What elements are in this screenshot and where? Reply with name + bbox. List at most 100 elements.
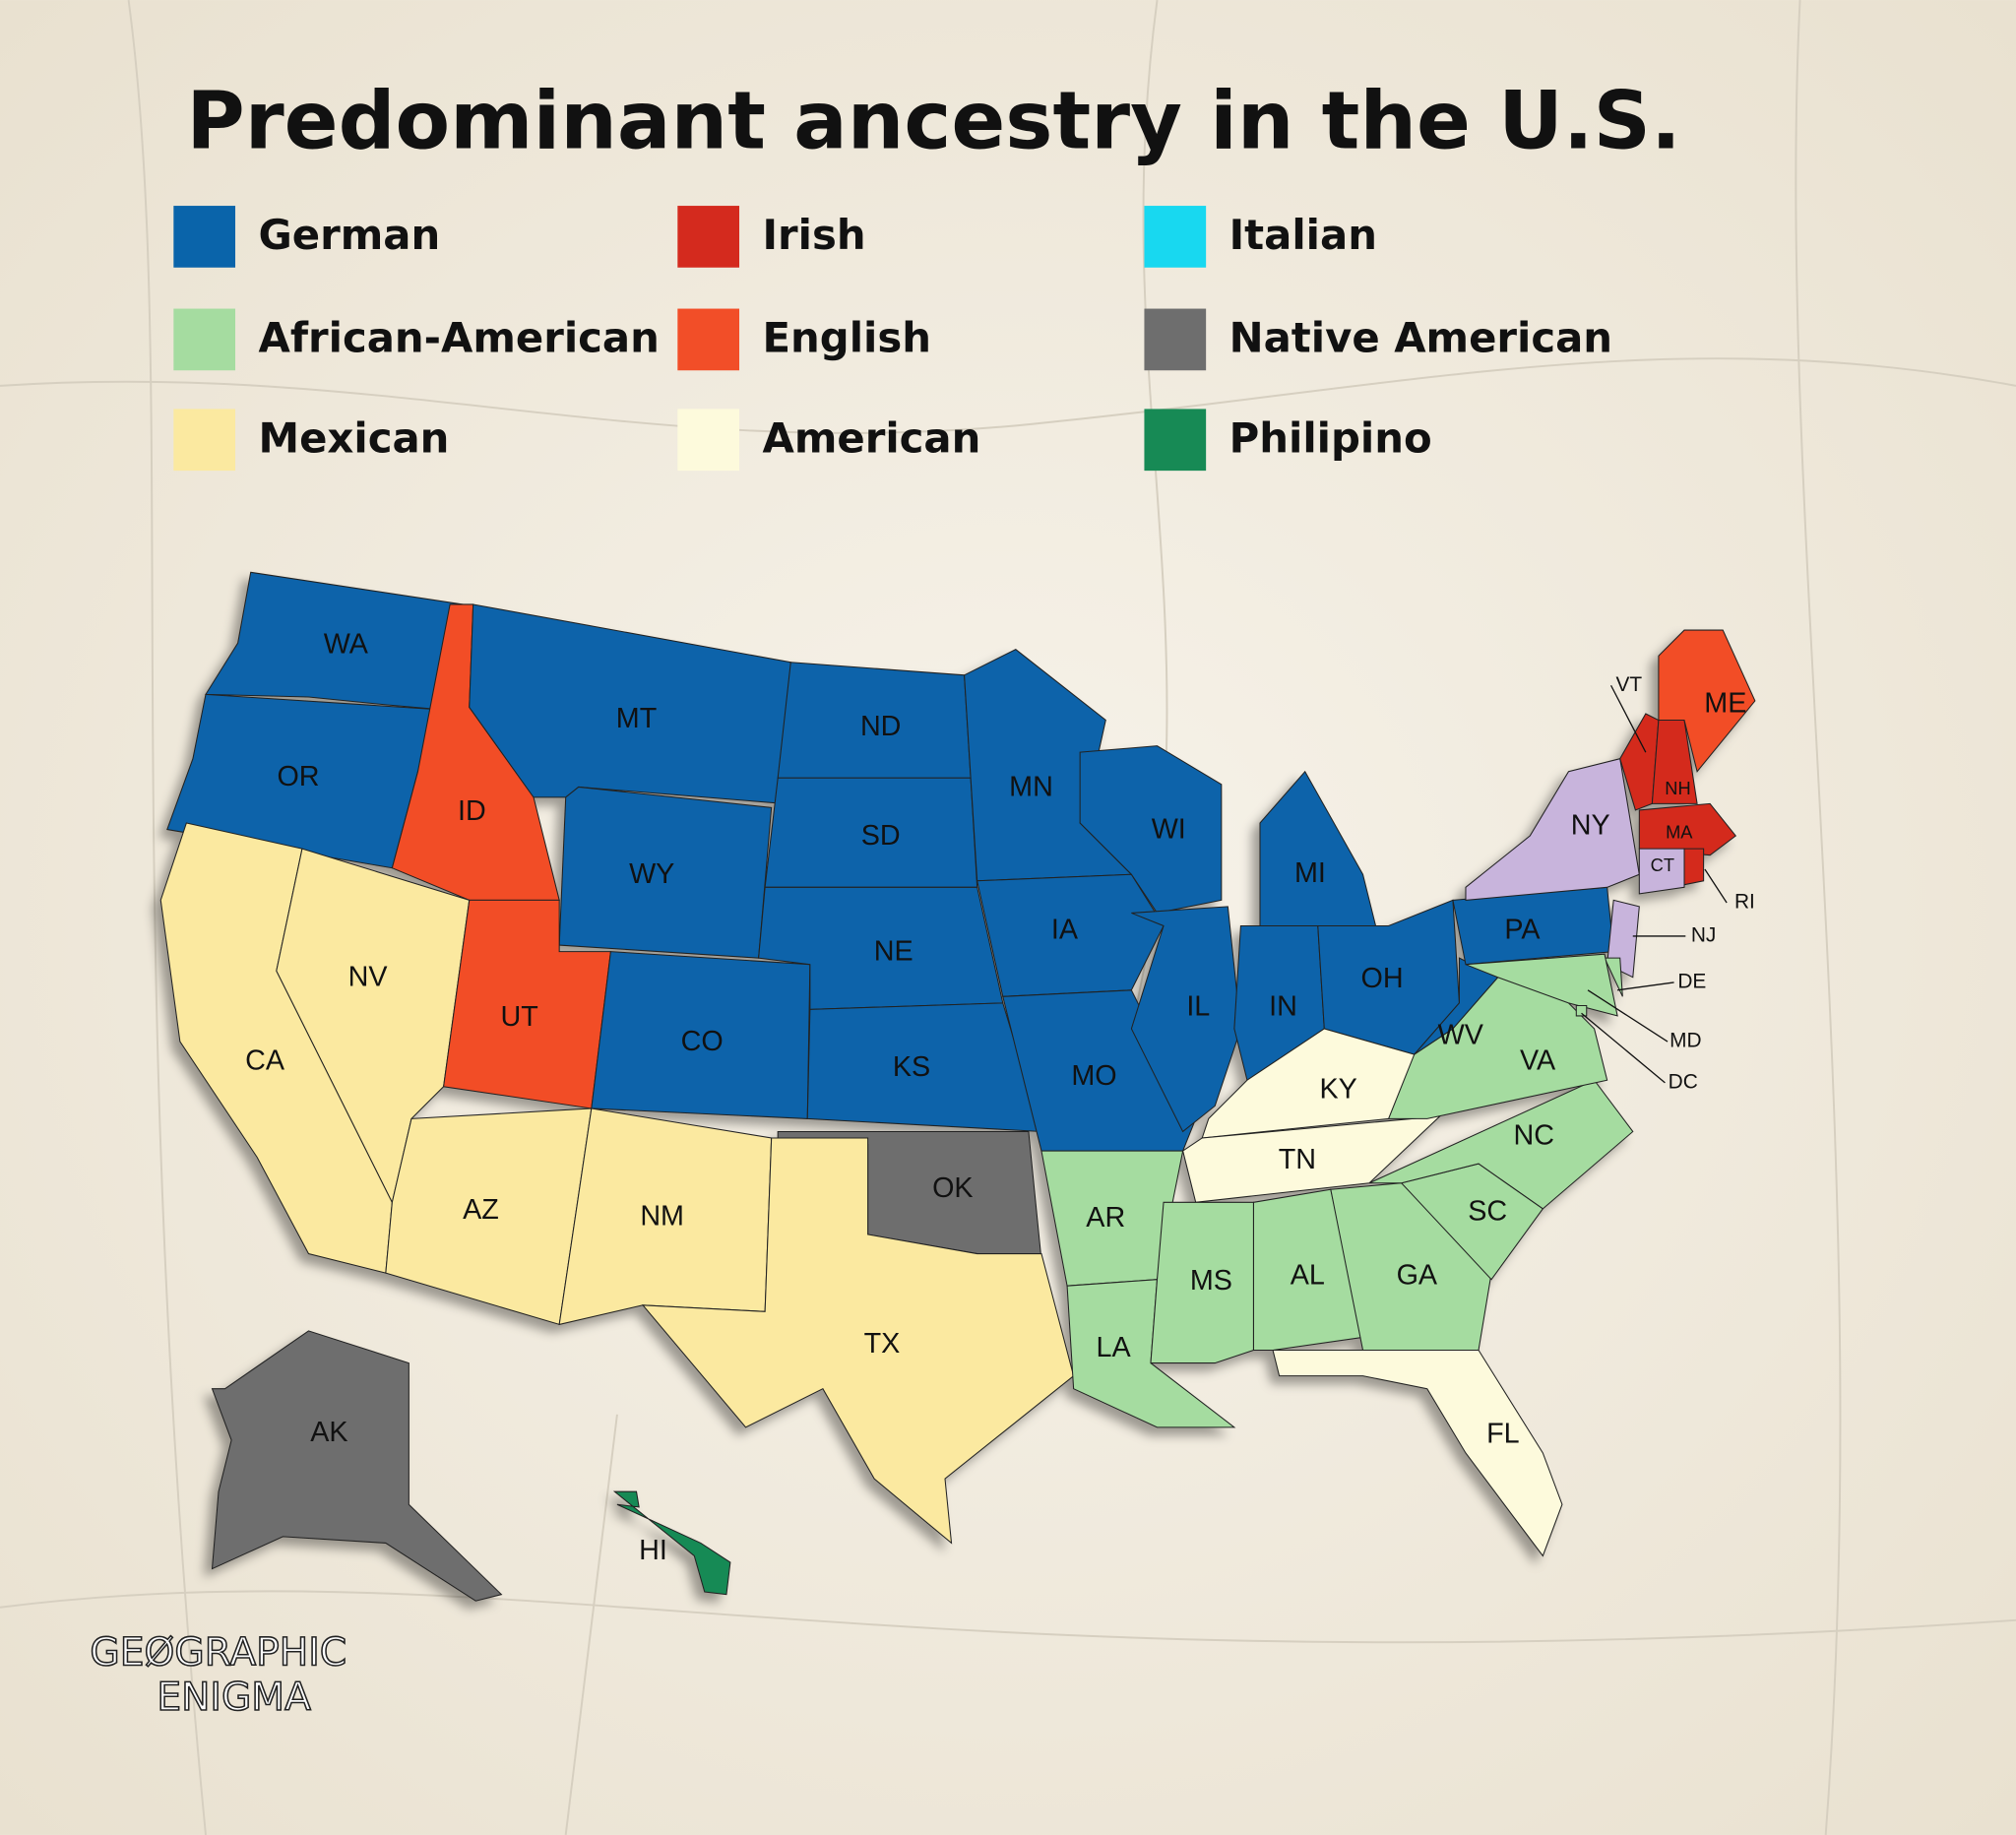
leader-line bbox=[1617, 981, 1674, 991]
legend-swatch bbox=[677, 308, 740, 371]
state-label: IN bbox=[1269, 991, 1297, 1023]
state-label: IA bbox=[1051, 914, 1079, 945]
state-label: NV bbox=[348, 962, 389, 993]
legend-label: Italian bbox=[1229, 211, 1377, 259]
state-label: MD bbox=[1670, 1030, 1701, 1052]
state-label: HI bbox=[639, 1535, 667, 1566]
state bbox=[211, 1330, 503, 1602]
state-label: WY bbox=[629, 858, 674, 890]
state bbox=[976, 873, 1165, 997]
state-label: VA bbox=[1520, 1045, 1556, 1077]
state-label: SD bbox=[861, 820, 901, 852]
state-label: CA bbox=[245, 1045, 285, 1077]
state-label: RI bbox=[1734, 890, 1755, 913]
state bbox=[1638, 802, 1737, 856]
leader-line bbox=[1609, 684, 1647, 753]
state-label: TN bbox=[1279, 1144, 1316, 1175]
state bbox=[1638, 848, 1685, 895]
state-label: MS bbox=[1190, 1265, 1232, 1297]
legend-swatch bbox=[173, 206, 236, 268]
state bbox=[1182, 1115, 1442, 1203]
leader-line bbox=[1587, 989, 1669, 1043]
state bbox=[1252, 1188, 1364, 1352]
legend-label: Philipino bbox=[1229, 414, 1432, 463]
brand-line1: GEØGRAPHIC bbox=[90, 1631, 346, 1676]
state-label: GA bbox=[1397, 1260, 1438, 1292]
state-label: OH bbox=[1361, 963, 1404, 994]
legend-swatch bbox=[173, 308, 236, 371]
state-label: MA bbox=[1666, 821, 1693, 842]
state-label: IL bbox=[1186, 991, 1210, 1023]
legend-label: Irish bbox=[763, 211, 866, 259]
state-label: AK bbox=[310, 1417, 347, 1448]
leader-line bbox=[1704, 868, 1728, 904]
state-label: AZ bbox=[463, 1194, 499, 1226]
states bbox=[159, 571, 1756, 1602]
state-label: CT bbox=[1651, 854, 1674, 875]
legend-swatch bbox=[1144, 409, 1207, 472]
state-label: PA bbox=[1504, 914, 1541, 945]
state-label: MO bbox=[1071, 1060, 1116, 1092]
state-label: NE bbox=[874, 936, 914, 968]
state-label: VT bbox=[1616, 673, 1643, 696]
state-label: ME bbox=[1704, 687, 1746, 719]
state-label: KS bbox=[893, 1051, 930, 1083]
state bbox=[1658, 629, 1756, 773]
legend-label: American bbox=[763, 414, 981, 463]
state-label: AL bbox=[1291, 1260, 1325, 1292]
state-label: WA bbox=[324, 628, 369, 660]
state-label: WI bbox=[1152, 813, 1186, 845]
state-label: NY bbox=[1571, 810, 1610, 842]
state-label: ID bbox=[458, 795, 486, 827]
state bbox=[1272, 1349, 1563, 1557]
state-label: OK bbox=[932, 1172, 974, 1204]
brand-line2: ENIGMA bbox=[157, 1676, 311, 1720]
legend-label: Mexican bbox=[259, 414, 450, 463]
legend-label: African-American bbox=[259, 314, 660, 362]
state bbox=[1604, 957, 1623, 997]
state bbox=[558, 786, 773, 959]
state-label: NH bbox=[1665, 778, 1690, 798]
state-label: NJ bbox=[1691, 923, 1717, 946]
state bbox=[1465, 953, 1618, 1017]
state bbox=[1683, 848, 1705, 886]
state bbox=[1079, 745, 1223, 915]
state-label: DC bbox=[1669, 1070, 1698, 1093]
state-label: SC bbox=[1468, 1195, 1507, 1227]
legend: German African-American Mexican Irish Englis… bbox=[173, 206, 1612, 472]
state bbox=[385, 1107, 593, 1326]
legend-label: English bbox=[763, 314, 931, 362]
legend-swatch bbox=[1144, 308, 1207, 371]
state bbox=[612, 1490, 731, 1596]
legend-swatch bbox=[677, 409, 740, 472]
legend-swatch bbox=[677, 206, 740, 268]
state-label: NM bbox=[640, 1201, 684, 1233]
state-label: DE bbox=[1677, 970, 1706, 992]
legend-label: Native American bbox=[1229, 314, 1612, 362]
legend-label: German bbox=[259, 211, 441, 259]
state-label: LA bbox=[1097, 1332, 1132, 1363]
legend-swatch bbox=[173, 409, 236, 472]
state-label: FL bbox=[1486, 1418, 1520, 1449]
state-label: MT bbox=[616, 703, 657, 734]
state-label: NC bbox=[1513, 1119, 1553, 1151]
state bbox=[1330, 1182, 1492, 1352]
state-label: UT bbox=[501, 1001, 538, 1033]
state-label: KY bbox=[1320, 1073, 1357, 1105]
state-label: CO bbox=[681, 1026, 724, 1057]
state bbox=[1259, 770, 1377, 940]
legend-swatch bbox=[1144, 206, 1207, 268]
leader-line bbox=[1581, 1012, 1666, 1084]
state-label: ND bbox=[860, 711, 901, 742]
state-label: OR bbox=[277, 761, 319, 792]
state-label: MI bbox=[1294, 857, 1326, 889]
state-label: AR bbox=[1086, 1202, 1125, 1234]
state-label: MN bbox=[1009, 771, 1053, 802]
state bbox=[641, 1137, 1075, 1545]
state bbox=[1130, 906, 1241, 1133]
state bbox=[1465, 758, 1640, 901]
state-label: WV bbox=[1438, 1019, 1484, 1050]
state-labels: WA OR CA ID NV MT WY UT AZ CO NM ND SD NE KS OK TX MN IA MO… bbox=[245, 628, 1755, 1566]
